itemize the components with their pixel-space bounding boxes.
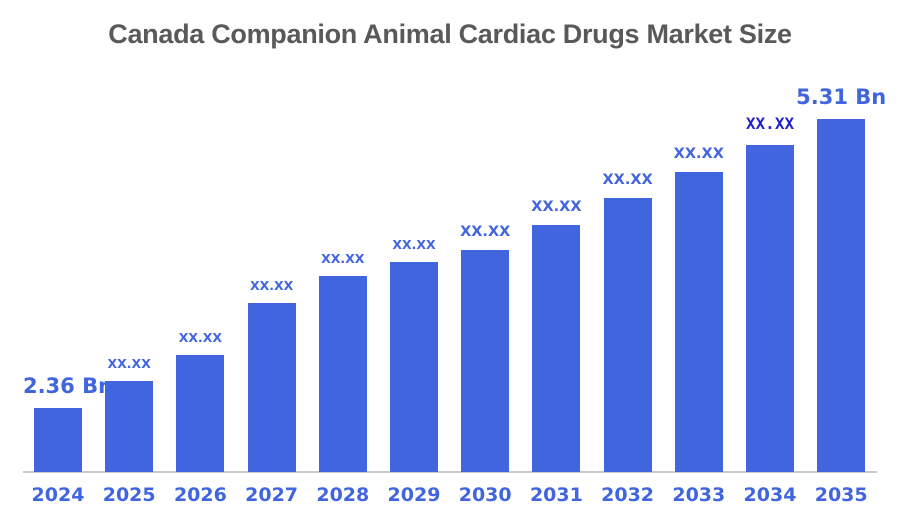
bar-2032: XX.XX [602,172,653,472]
chart-title: Canada Companion Animal Cardiac Drugs Ma… [108,19,792,49]
bar-2035: 5.31 Bn [796,87,886,472]
bar-value-label-2031: XX.XX [531,198,582,215]
bar-value-label-2027: XX.XX [249,277,294,293]
x-axis-label-2028: 2028 [316,484,370,506]
x-axis-label-2027: 2027 [245,484,299,506]
bar-value-label-2035: 5.31 Bn [796,85,887,109]
bar-2029: XX.XX [390,238,438,472]
bar-2025: XX.XX [105,357,154,472]
x-axis-label-2033: 2033 [672,484,726,506]
bar-value-label-2032: XX.XX [602,171,653,188]
bar-value-label-2029: XX.XX [392,236,436,252]
bar-2031: XX.XX [531,199,582,472]
bar-2034: XX.XX [746,116,794,472]
bar-value-label-2033: XX.XX [673,145,724,162]
x-axis-label-2029: 2029 [387,484,441,506]
bar-value-label-2026: XX.XX [178,329,223,345]
x-axis-label-2025: 2025 [102,484,156,506]
bar-2033: XX.XX [674,146,724,472]
bar-value-label-2030: XX.XX [460,223,511,240]
bar-value-label-2028: XX.XX [321,250,365,266]
bar-value-label-2024: 2.36 Bn [22,374,114,398]
x-axis-label-2031: 2031 [529,484,583,506]
bar-2026: XX.XX [176,331,225,472]
bar-2024: 2.36 Bn [23,376,113,472]
x-axis-label-2026: 2026 [173,484,227,506]
bar-2027: XX.XX [247,279,296,472]
x-axis-label-2034: 2034 [743,484,797,506]
x-axis-label-2032: 2032 [601,484,655,506]
bar-value-label-2034: XX.XX [745,114,795,133]
x-axis-label-2035: 2035 [814,484,868,506]
bar-2030: XX.XX [460,224,510,472]
x-axis-label-2030: 2030 [458,484,512,506]
x-axis-label-2024: 2024 [31,484,85,506]
bar-2028: XX.XX [318,252,367,472]
bar-value-label-2025: XX.XX [107,355,151,371]
x-axis-line [23,471,877,473]
